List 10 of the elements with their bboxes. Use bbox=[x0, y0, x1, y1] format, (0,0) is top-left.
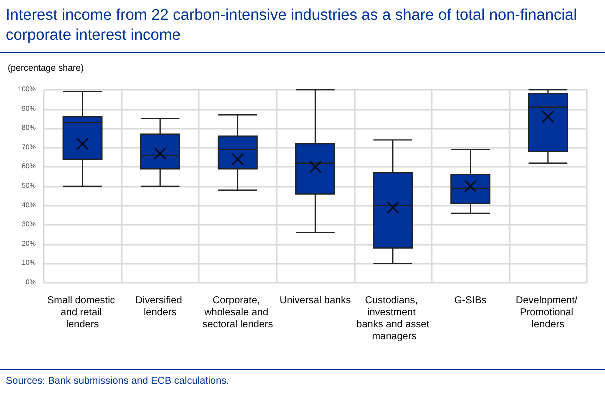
x-tick-label: G-SIBs bbox=[454, 296, 487, 306]
x-tick-label: Small domestic and retail lenders bbox=[47, 296, 118, 330]
x-tick-label: Diversified lenders bbox=[136, 296, 186, 318]
x-tick-label: Custodians, investment banks and asset managers bbox=[356, 296, 430, 342]
chart-subtitle: (percentage share) bbox=[8, 63, 84, 73]
x-tick-label: Corporate, wholesale and sectoral lenders bbox=[202, 296, 274, 330]
x-tick-label: Universal banks bbox=[280, 296, 352, 306]
source-note: Sources: Bank submissions and ECB calculations. bbox=[6, 376, 230, 387]
x-tick-label: Development/ Promotional lenders bbox=[516, 296, 580, 330]
chart-title: Interest income from 22 carbon-intensive industries as a share of total non-financial corporate interest income bbox=[6, 6, 578, 46]
